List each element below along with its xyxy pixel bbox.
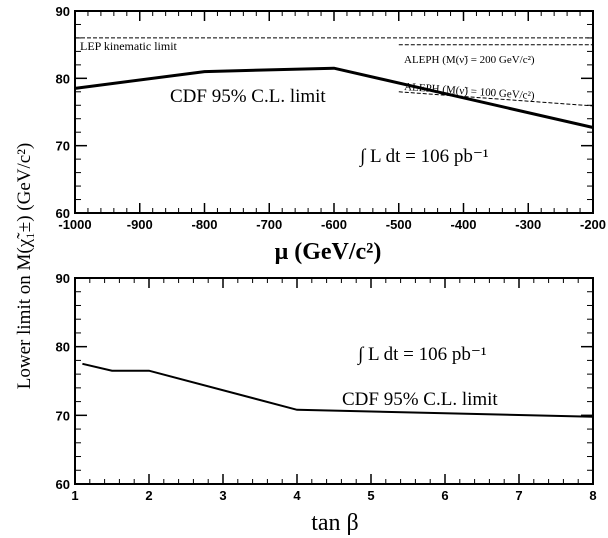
top-annotation-aleph200: ALEPH (M(ν̃) = 200 GeV/c²)	[404, 54, 535, 66]
top-annotation-cdf: CDF 95% C.L. limit	[170, 86, 326, 107]
bottom-y-tick-label: 60	[56, 477, 70, 492]
top-series-line-0	[74, 66, 594, 129]
bottom-plot-frame	[74, 277, 594, 485]
bottom-series-line-0	[82, 362, 594, 418]
bottom-chart-panel: 1 2 3 4 5 6 7 8 60 70 80 90 ∫ L dt = 106 pb⁻¹ CDF …	[56, 271, 597, 536]
bottom-x-ticks: 1 2 3 4 5 6 7 8	[71, 278, 597, 503]
bottom-x-tick-label: 1	[71, 488, 78, 503]
bottom-y-tick-label: 80	[56, 340, 70, 355]
bottom-annotation-cdf: CDF 95% C.L. limit	[342, 389, 498, 410]
top-y-tick-label: 80	[56, 71, 70, 86]
bottom-x-tick-label: 7	[515, 488, 522, 503]
top-x-tick-label: -300	[515, 217, 541, 232]
bottom-y-tick-label: 90	[56, 271, 70, 286]
top-y-tick-label: 90	[56, 4, 70, 19]
top-x-tick-label: -900	[127, 217, 153, 232]
bottom-x-tick-label: 8	[589, 488, 596, 503]
bottom-y-ticks: 60 70 80 90	[56, 271, 593, 492]
top-series-line-3	[398, 91, 594, 107]
top-chart-panel: -1000 -900 -800 -700 -600 -500 -400 -300 -200 60…	[56, 4, 606, 265]
top-x-tick-label: -200	[580, 217, 606, 232]
top-annotation-lep: LEP kinematic limit	[80, 39, 178, 53]
top-x-tick-label: -1000	[58, 217, 91, 232]
bottom-series-lines	[82, 362, 594, 418]
top-y-tick-label: 60	[56, 206, 70, 221]
bottom-x-tick-label: 6	[441, 488, 448, 503]
bottom-annotation-lumi: ∫ L dt = 106 pb⁻¹	[357, 344, 487, 366]
bottom-x-tick-label: 5	[367, 488, 374, 503]
top-x-ticks: -1000 -900 -800 -700 -600 -500 -400 -300 -200	[58, 11, 606, 232]
top-x-axis-label: μ (GeV/c²)	[275, 239, 382, 265]
top-annotation-lumi: ∫ L dt = 106 pb⁻¹	[359, 146, 489, 168]
top-x-tick-label: -800	[191, 217, 217, 232]
top-y-ticks: 60 70 80 90	[56, 4, 593, 221]
top-x-tick-label: -500	[386, 217, 412, 232]
bottom-x-tick-label: 4	[293, 488, 301, 503]
bottom-x-tick-label: 3	[219, 488, 226, 503]
shared-y-axis-label: Lower limit on M(χ̃₁±) (GeV/c²)	[14, 143, 35, 389]
top-series-lines	[74, 37, 594, 129]
bottom-x-tick-label: 2	[145, 488, 152, 503]
top-x-tick-label: -400	[450, 217, 476, 232]
top-y-tick-label: 70	[56, 139, 70, 154]
bottom-x-axis-label: tan β	[311, 510, 359, 536]
bottom-y-tick-label: 70	[56, 408, 70, 423]
top-x-tick-label: -600	[321, 217, 347, 232]
top-x-tick-label: -700	[256, 217, 282, 232]
